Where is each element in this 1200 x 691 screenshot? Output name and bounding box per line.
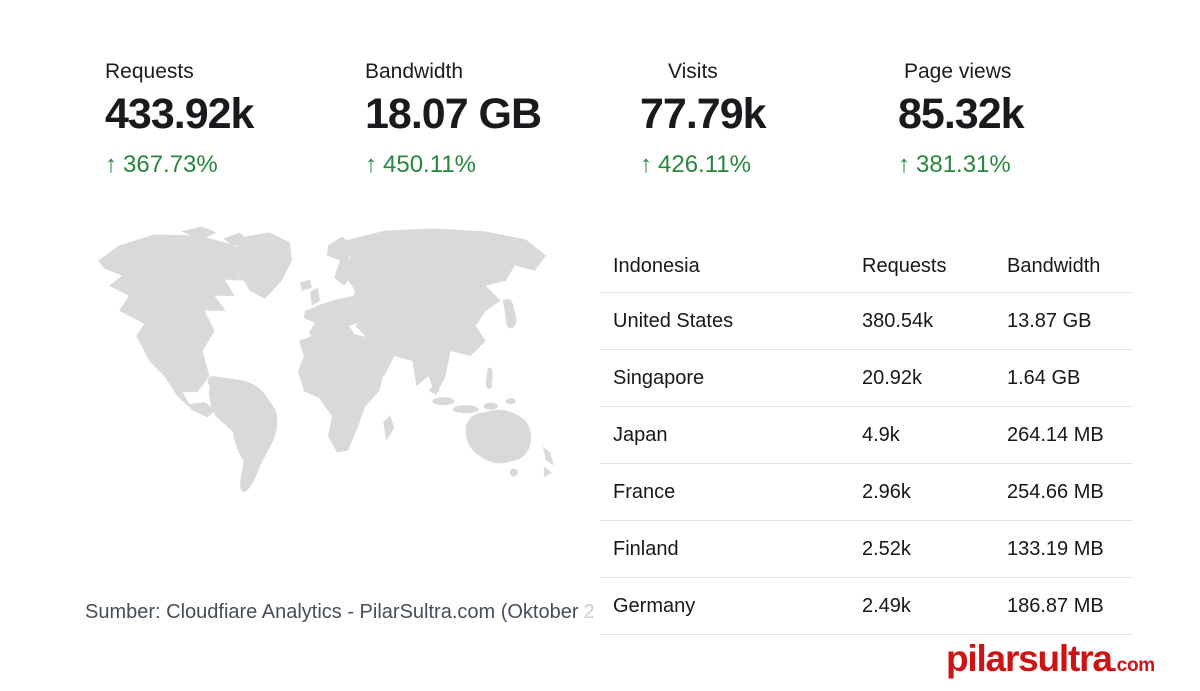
column-header-requests: Requests — [862, 254, 947, 277]
table-row: Finland 2.52k 133.19 MB — [600, 521, 1133, 578]
country-requests: 380.54k — [862, 309, 934, 332]
stat-visits-delta-value: 426.11% — [658, 151, 751, 178]
table-header-row: Indonesia Requests Bandwidth — [600, 240, 1133, 293]
stat-page-views-delta: ↑ 381.31% — [898, 151, 1024, 179]
stat-page-views-label: Page views — [904, 60, 1012, 83]
country-name: Finland — [613, 537, 679, 560]
country-bandwidth: 186.87 MB — [1007, 594, 1104, 617]
up-arrow-icon: ↑ — [365, 151, 377, 178]
stat-requests-delta-value: 367.73% — [123, 151, 218, 178]
country-requests: 4.9k — [862, 423, 900, 446]
country-bandwidth: 254.66 MB — [1007, 480, 1104, 503]
up-arrow-icon: ↑ — [105, 151, 117, 178]
source-caption-clipped-text: 2 — [583, 601, 595, 623]
stat-visits-delta: ↑ 426.11% — [640, 151, 766, 179]
stat-bandwidth-value: 18.07 GB — [365, 90, 542, 138]
brand-logo: pilarsultra .com — [946, 638, 1155, 680]
world-map — [83, 224, 565, 496]
country-bandwidth: 264.14 MB — [1007, 423, 1104, 446]
country-stats-table: Indonesia Requests Bandwidth United Stat… — [600, 240, 1133, 635]
table-row: Singapore 20.92k 1.64 GB — [600, 350, 1133, 407]
country-requests: 2.52k — [862, 537, 911, 560]
column-header-bandwidth: Bandwidth — [1007, 254, 1101, 277]
table-row: Germany 2.49k 186.87 MB — [600, 578, 1133, 635]
brand-logo-tld: .com — [1111, 655, 1155, 676]
up-arrow-icon: ↑ — [898, 151, 910, 178]
stat-visits: Visits 77.79k ↑ 426.11% — [640, 60, 767, 179]
stat-requests-value: 433.92k — [105, 90, 254, 138]
country-bandwidth: 1.64 GB — [1007, 366, 1081, 389]
stat-requests-delta: ↑ 367.73% — [105, 151, 253, 179]
stat-visits-value: 77.79k — [640, 90, 767, 138]
table-row: France 2.96k 254.66 MB — [600, 464, 1133, 521]
stat-page-views-value: 85.32k — [898, 90, 1025, 138]
world-map-svg — [98, 226, 554, 493]
country-name: Japan — [613, 423, 668, 446]
brand-logo-name: pilarsultra — [946, 638, 1113, 679]
table-row: Japan 4.9k 264.14 MB — [600, 407, 1133, 464]
country-requests: 2.96k — [862, 480, 911, 503]
stat-requests: Requests 433.92k ↑ 367.73% — [105, 60, 254, 179]
stat-bandwidth: Bandwidth 18.07 GB ↑ 450.11% — [365, 60, 542, 179]
country-name: Singapore — [613, 366, 705, 389]
table-row: United States 380.54k 13.87 GB — [600, 293, 1133, 350]
country-name: France — [613, 480, 676, 503]
stat-requests-label: Requests — [105, 60, 194, 83]
stat-page-views-delta-value: 381.31% — [916, 151, 1011, 178]
country-requests: 20.92k — [862, 366, 923, 389]
stat-visits-label: Visits — [668, 60, 718, 83]
stat-page-views: Page views 85.32k ↑ 381.31% — [898, 60, 1025, 179]
stat-bandwidth-delta: ↑ 450.11% — [365, 151, 541, 179]
country-bandwidth: 133.19 MB — [1007, 537, 1104, 560]
source-caption: Sumber: Cloudfiare Analytics - PilarSult… — [85, 601, 595, 624]
country-name: Germany — [613, 594, 696, 617]
stat-bandwidth-label: Bandwidth — [365, 60, 464, 83]
country-requests: 2.49k — [862, 594, 911, 617]
source-caption-text: Sumber: Cloudfiare Analytics - PilarSult… — [85, 601, 579, 623]
column-header-country: Indonesia — [613, 254, 700, 277]
country-name: United States — [613, 309, 734, 332]
up-arrow-icon: ↑ — [640, 151, 652, 178]
country-bandwidth: 13.87 GB — [1007, 309, 1092, 332]
stat-bandwidth-delta-value: 450.11% — [383, 151, 476, 178]
